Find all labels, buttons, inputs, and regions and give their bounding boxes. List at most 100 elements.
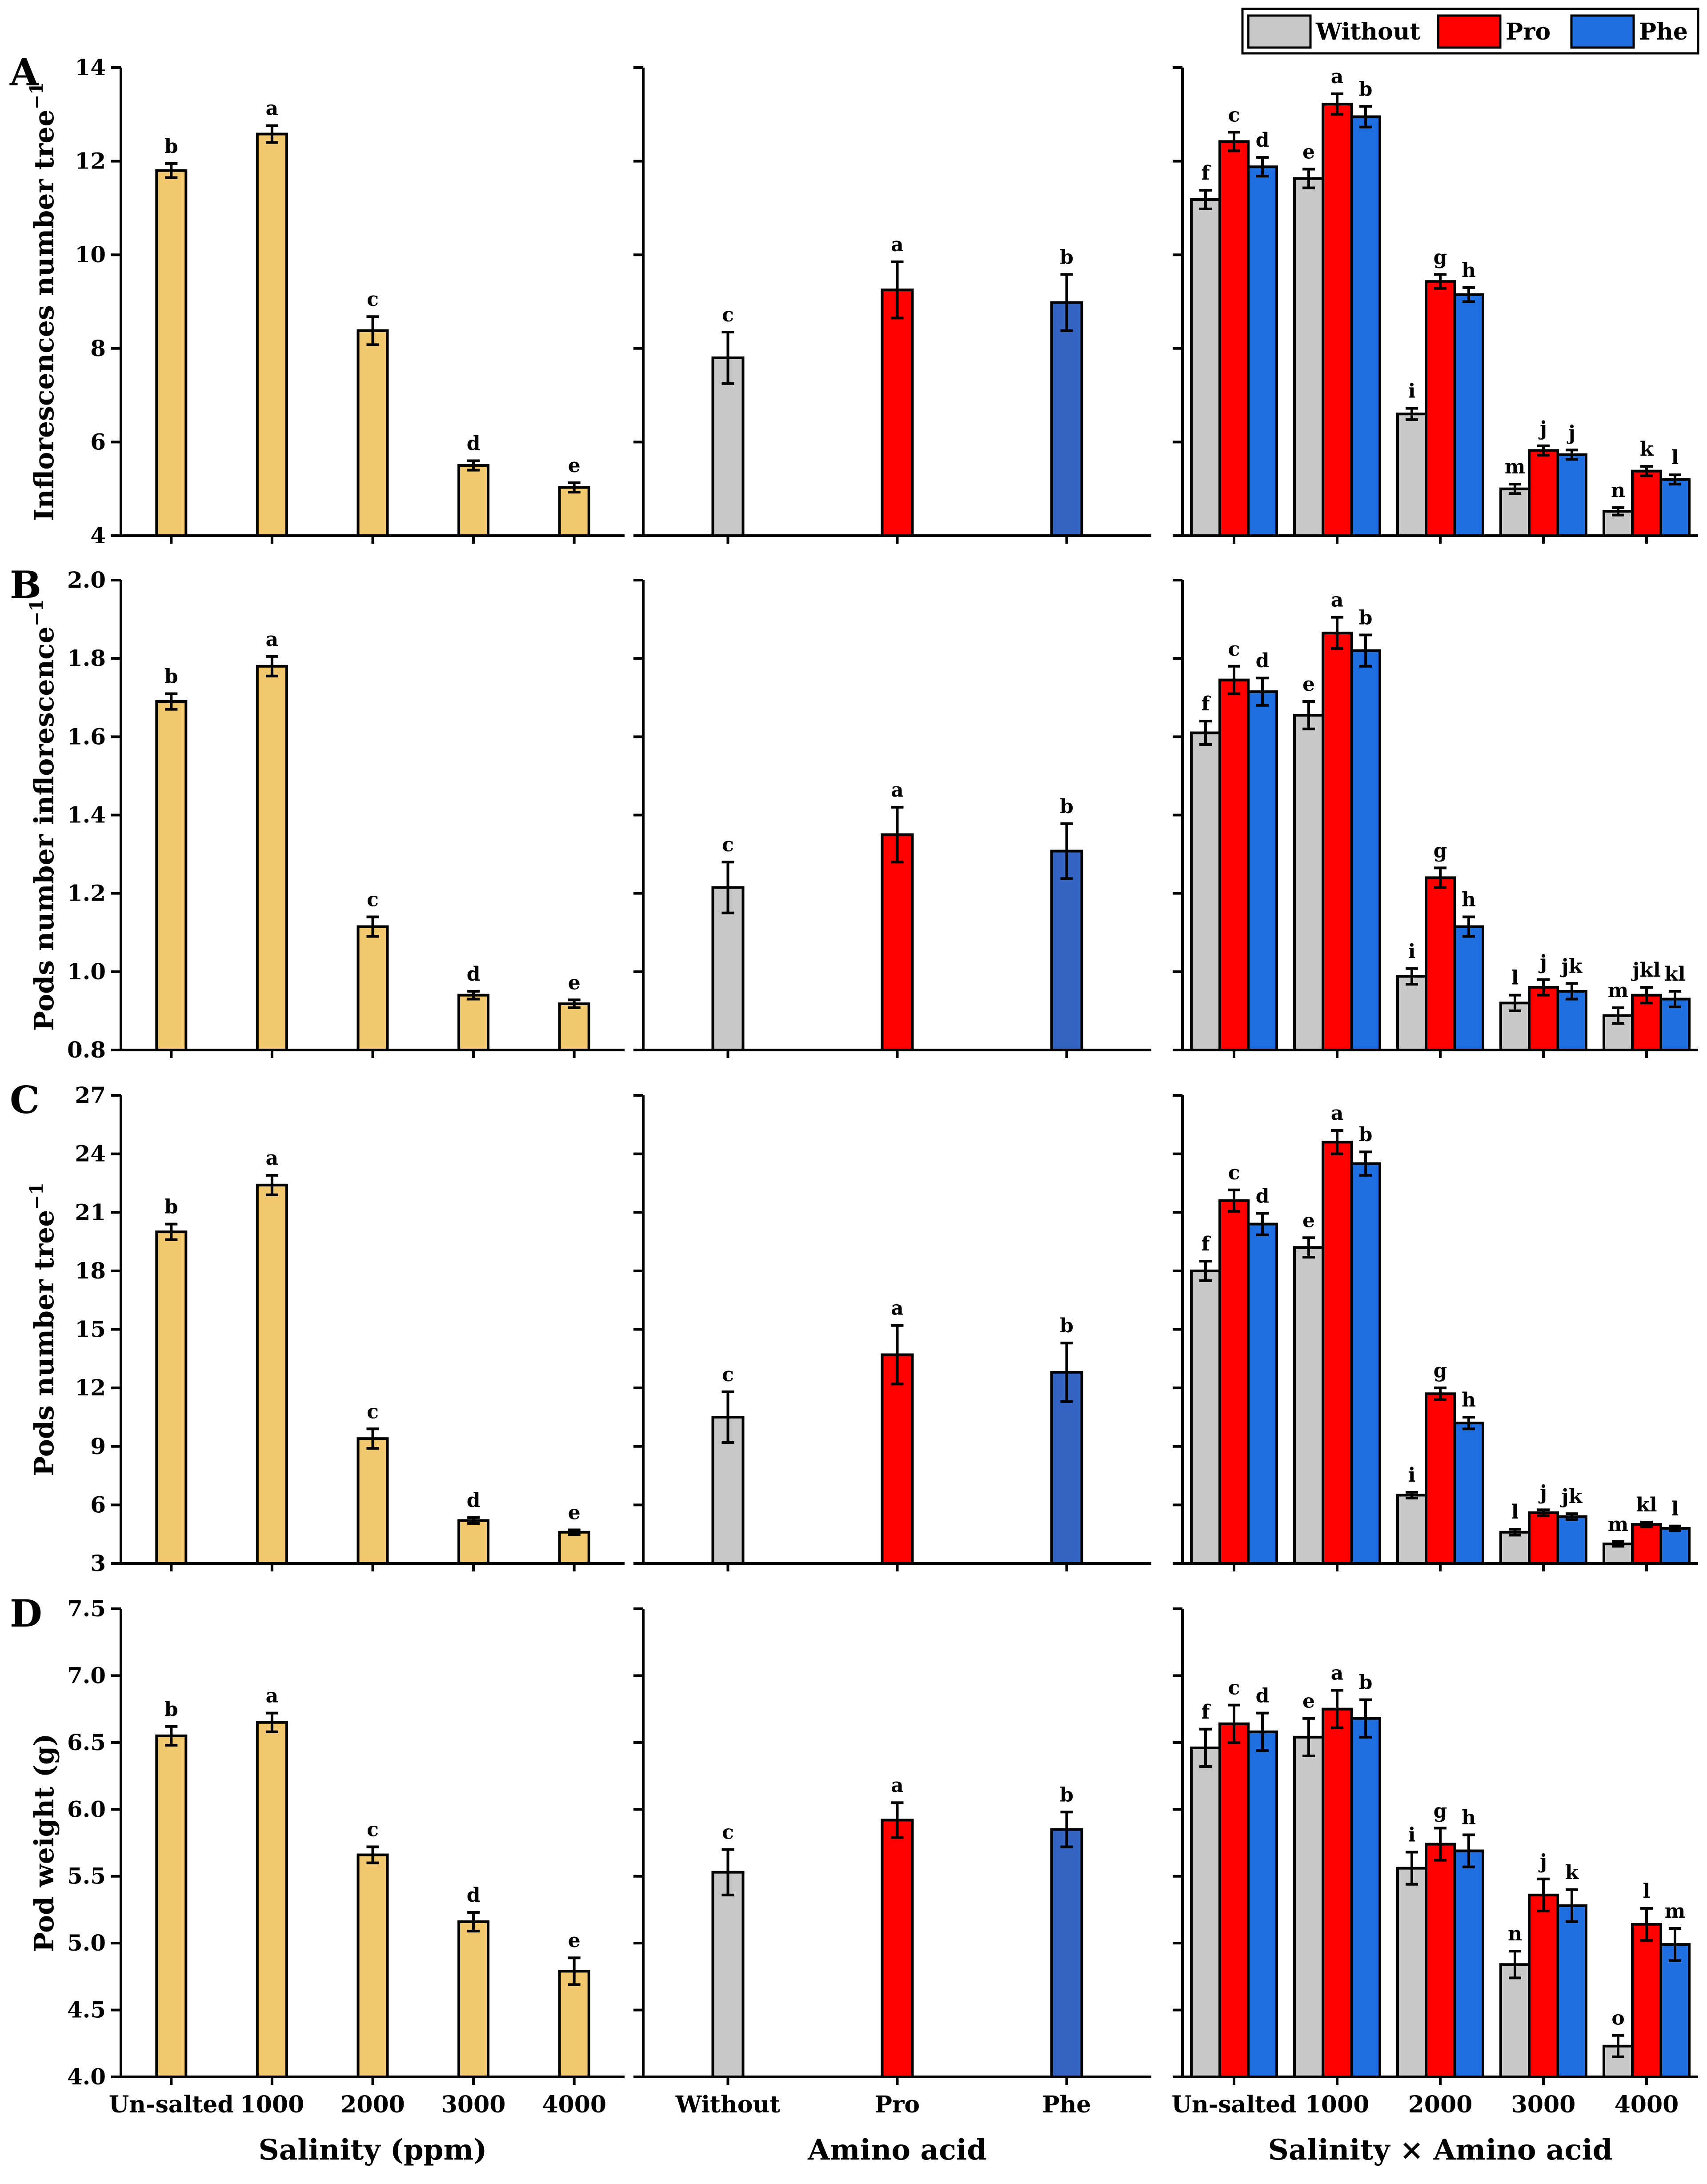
y-tick-label: 1.6: [67, 723, 106, 749]
significance-letter: a: [266, 97, 279, 120]
error-bar: [891, 260, 904, 320]
significance-letter: m: [1608, 1513, 1629, 1536]
salinity-bar: [357, 1853, 389, 2078]
error-bar: [265, 655, 278, 677]
significance-letter: c: [367, 288, 379, 311]
error-bar: [1060, 1342, 1073, 1403]
interaction-bar-pro: [1631, 1923, 1662, 2079]
significance-letter: b: [1060, 1314, 1074, 1337]
error-bar: [1669, 1927, 1681, 1962]
significance-letter: jk: [1560, 1485, 1583, 1508]
interaction-bar-pro: [1425, 280, 1456, 537]
amino-acid-bar: [881, 1353, 914, 1565]
error-bar: [366, 315, 379, 346]
significance-letter: g: [1434, 246, 1447, 268]
interaction-bar-pro: [1322, 1707, 1353, 2078]
y-tick-label: 12: [75, 148, 106, 174]
significance-letter: a: [891, 233, 904, 256]
error-bar: [467, 990, 480, 1001]
interaction-bar-without: [1190, 198, 1221, 537]
error-bar: [1509, 1950, 1521, 1980]
interaction-bar-phe: [1247, 165, 1278, 537]
error-bar: [1434, 1827, 1447, 1862]
significance-letter: j: [1567, 421, 1575, 444]
error-bar: [721, 330, 734, 385]
error-bar: [1256, 156, 1269, 178]
error-bar: [1612, 506, 1624, 517]
error-bar: [1537, 1877, 1550, 1912]
significance-letter: l: [1671, 446, 1679, 469]
interaction-bar-phe: [1247, 1730, 1278, 2078]
x-category-label: Un-salted: [109, 2091, 234, 2118]
error-bar: [1256, 1711, 1269, 1752]
error-bar: [1228, 131, 1240, 152]
error-bar: [1302, 1717, 1315, 1757]
error-bar: [1331, 92, 1343, 116]
y-tick-label: 27: [75, 1082, 106, 1108]
error-bar: [1434, 273, 1447, 290]
y-tick-label: 1.2: [67, 880, 106, 906]
error-bar: [568, 481, 581, 494]
significance-letter: b: [1060, 795, 1074, 818]
error-bar: [1302, 700, 1315, 730]
error-bar: [1509, 483, 1521, 495]
x-category-label: Un-salted: [1172, 2091, 1297, 2118]
panel-letter: B: [10, 563, 41, 607]
error-bar: [165, 162, 178, 179]
error-bar: [1331, 1129, 1343, 1155]
interaction-bar-phe: [1556, 1904, 1587, 2078]
significance-letter: g: [1434, 839, 1447, 862]
salinity-bar: [457, 1920, 490, 2079]
error-bar: [1612, 1006, 1624, 1025]
significance-letter: a: [1331, 1102, 1344, 1125]
y-tick-label: 3: [90, 1550, 106, 1576]
error-bar: [891, 1801, 904, 1839]
y-tick-label: 5.0: [67, 1930, 106, 1956]
amino-acid-bar: [711, 886, 745, 1052]
significance-letter: f: [1202, 1701, 1211, 1723]
significance-letter: o: [1611, 2007, 1624, 2030]
significance-letter: d: [467, 1489, 481, 1512]
salinity-bar: [155, 1734, 188, 2078]
y-tick-label: 5.5: [67, 1863, 106, 1889]
significance-letter: a: [891, 779, 904, 801]
significance-letter: j: [1538, 1481, 1547, 1504]
legend-label-pro: Pro: [1506, 18, 1551, 45]
y-tick-label: 18: [75, 1258, 106, 1284]
significance-letter: jkl: [1631, 959, 1660, 982]
x-category-label: Pro: [875, 2091, 920, 2118]
error-bar: [1537, 978, 1550, 997]
y-tick-label: 1.0: [67, 958, 106, 985]
significance-letter: l: [1511, 967, 1519, 990]
x-category-label: Phe: [1042, 2091, 1091, 2118]
significance-letter: j: [1538, 417, 1547, 440]
significance-letter: e: [1302, 141, 1315, 164]
error-bar: [1228, 1188, 1240, 1213]
interaction-bar-without: [1293, 177, 1324, 537]
error-bar: [1509, 994, 1521, 1012]
interaction-bar-without: [1396, 975, 1427, 1051]
error-bar: [165, 692, 178, 711]
significance-letter: g: [1434, 1799, 1447, 1822]
error-bar: [1566, 449, 1578, 461]
y-tick-label: 24: [75, 1141, 106, 1167]
significance-letter: c: [722, 304, 734, 326]
error-bar: [721, 1848, 734, 1896]
legend-swatch: [1437, 14, 1502, 49]
error-bar: [1256, 677, 1269, 707]
legend-label-phe: Phe: [1639, 18, 1688, 45]
y-tick-label: 15: [75, 1316, 106, 1342]
interaction-bar-phe: [1350, 649, 1381, 1052]
error-bar: [1331, 1689, 1343, 1729]
error-bar: [467, 459, 480, 472]
salinity-bar: [155, 1230, 188, 1565]
y-tick-label: 4: [90, 522, 106, 549]
significance-letter: b: [1060, 1783, 1074, 1806]
interaction-bar-phe: [1556, 990, 1587, 1051]
y-tick-label: 6: [90, 429, 106, 455]
error-bar: [366, 915, 379, 938]
x-category-label: 1000: [240, 2091, 305, 2118]
interaction-bar-pro: [1631, 469, 1662, 537]
error-bar: [891, 1324, 904, 1386]
